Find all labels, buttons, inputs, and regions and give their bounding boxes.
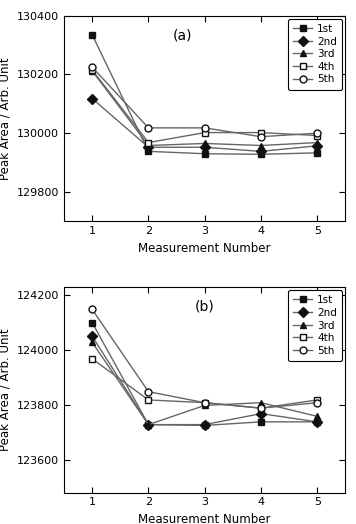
Text: (a): (a) bbox=[172, 28, 192, 42]
5th bbox=[315, 130, 319, 136]
5th bbox=[315, 399, 319, 406]
3rd bbox=[146, 143, 151, 149]
4th bbox=[259, 129, 263, 136]
1st bbox=[203, 150, 207, 157]
5th bbox=[146, 125, 151, 131]
3rd bbox=[315, 413, 319, 420]
5th bbox=[90, 307, 94, 313]
Line: 5th: 5th bbox=[89, 306, 321, 412]
2nd bbox=[315, 419, 319, 425]
4th bbox=[146, 397, 151, 403]
2nd bbox=[146, 421, 151, 428]
Line: 4th: 4th bbox=[89, 355, 321, 412]
4th bbox=[203, 399, 207, 406]
Line: 3rd: 3rd bbox=[89, 68, 321, 149]
4th bbox=[146, 139, 151, 146]
Y-axis label: Peak Area / Arb. Unit: Peak Area / Arb. Unit bbox=[0, 329, 11, 451]
1st bbox=[259, 419, 263, 425]
3rd bbox=[259, 143, 263, 149]
5th bbox=[203, 125, 207, 131]
2nd bbox=[259, 410, 263, 417]
Line: 3rd: 3rd bbox=[89, 339, 321, 428]
2nd bbox=[315, 143, 319, 149]
3rd bbox=[146, 421, 151, 428]
2nd bbox=[259, 148, 263, 155]
1st bbox=[146, 148, 151, 155]
Text: (b): (b) bbox=[195, 299, 215, 313]
5th bbox=[259, 405, 263, 411]
X-axis label: Measurement Number: Measurement Number bbox=[138, 242, 271, 255]
3rd bbox=[203, 402, 207, 409]
5th bbox=[259, 134, 263, 140]
1st bbox=[203, 422, 207, 429]
1st bbox=[90, 320, 94, 326]
Line: 5th: 5th bbox=[89, 63, 321, 140]
4th bbox=[90, 67, 94, 73]
5th bbox=[203, 399, 207, 406]
5th bbox=[146, 389, 151, 395]
Line: 1st: 1st bbox=[89, 31, 321, 158]
2nd bbox=[90, 95, 94, 102]
Line: 2nd: 2nd bbox=[89, 95, 321, 155]
4th bbox=[315, 133, 319, 139]
4th bbox=[315, 397, 319, 403]
4th bbox=[90, 356, 94, 362]
3rd bbox=[203, 140, 207, 147]
X-axis label: Measurement Number: Measurement Number bbox=[138, 513, 271, 524]
Y-axis label: Peak Area / Arb. Unit: Peak Area / Arb. Unit bbox=[0, 57, 11, 180]
2nd bbox=[146, 144, 151, 150]
Line: 4th: 4th bbox=[89, 67, 321, 146]
2nd bbox=[203, 421, 207, 428]
2nd bbox=[90, 333, 94, 340]
3rd bbox=[90, 68, 94, 74]
Legend: 1st, 2nd, 3rd, 4th, 5th: 1st, 2nd, 3rd, 4th, 5th bbox=[288, 19, 342, 90]
1st bbox=[90, 31, 94, 38]
5th bbox=[90, 64, 94, 70]
Line: 2nd: 2nd bbox=[89, 333, 321, 428]
1st bbox=[259, 151, 263, 157]
3rd bbox=[315, 139, 319, 146]
Legend: 1st, 2nd, 3rd, 4th, 5th: 1st, 2nd, 3rd, 4th, 5th bbox=[288, 290, 342, 361]
Line: 1st: 1st bbox=[89, 319, 321, 429]
1st bbox=[146, 421, 151, 428]
4th bbox=[203, 129, 207, 136]
3rd bbox=[259, 399, 263, 406]
1st bbox=[315, 150, 319, 156]
3rd bbox=[90, 339, 94, 345]
4th bbox=[259, 405, 263, 411]
2nd bbox=[203, 144, 207, 150]
1st bbox=[315, 419, 319, 425]
